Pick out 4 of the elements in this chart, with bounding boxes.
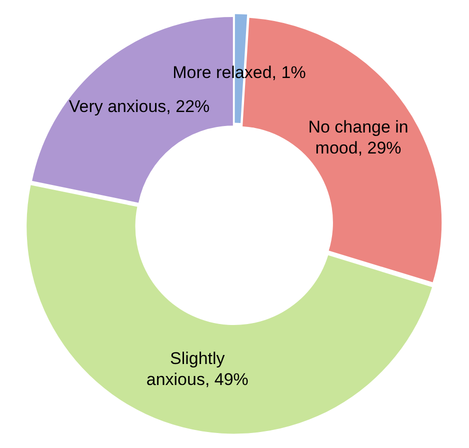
slice-label: No change in mood, 29% — [308, 117, 408, 158]
slice-label: More relaxed, 1% — [172, 63, 306, 82]
slice-label: Very anxious, 22% — [68, 96, 210, 116]
slice-label: Slightly anxious, 49% — [146, 349, 248, 390]
